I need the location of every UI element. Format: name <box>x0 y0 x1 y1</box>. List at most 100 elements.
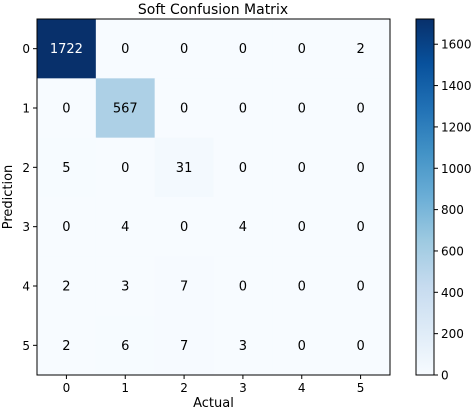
heatmap-cell <box>331 256 391 317</box>
colorbar-tick-label: 1200 <box>441 120 472 134</box>
cell-value-label: 0 <box>180 42 188 57</box>
cell-value-label: 0 <box>356 220 364 235</box>
cell-value-label: 0 <box>180 102 188 117</box>
colorbar-ticks: 0 200 400 600 800 1000 1200 1400 1600 <box>434 38 472 383</box>
heatmap-cell <box>272 197 332 257</box>
plot-frame <box>36 18 391 376</box>
heatmap-cell <box>154 197 214 257</box>
heatmap-cell <box>154 19 214 79</box>
cell-value-label: 0 <box>356 161 364 176</box>
heatmap-cell <box>154 78 214 139</box>
heatmap-cell <box>272 256 332 317</box>
x-tick-label: 3 <box>239 381 247 395</box>
x-tick-label: 2 <box>180 381 188 395</box>
heatmap-cell <box>37 315 97 376</box>
y-axis-ticks: 0 1 2 3 4 5 <box>22 42 37 353</box>
y-tick-label: 4 <box>22 280 30 294</box>
cell-value-label: 3 <box>239 339 247 354</box>
cell-value-label: 0 <box>298 102 306 117</box>
cell-value-label: 0 <box>180 220 188 235</box>
x-axis-label: Actual <box>193 396 234 411</box>
colorbar-tick-label: 800 <box>441 203 464 217</box>
heatmap-cell <box>95 315 156 376</box>
heatmap-cell <box>272 78 332 139</box>
heatmap-cell <box>331 315 391 376</box>
colorbar-tick-label: 400 <box>441 286 464 300</box>
heatmap-cell <box>213 19 273 79</box>
cell-value-label: 2 <box>356 42 364 57</box>
heatmap-cell <box>331 19 391 79</box>
cell-value-label: 4 <box>239 220 247 235</box>
x-tick-label: 1 <box>121 381 129 395</box>
cell-value-label: 1722 <box>50 42 83 57</box>
cell-value-label: 5 <box>62 161 70 176</box>
y-tick-label: 3 <box>22 220 30 234</box>
heatmap-cell <box>213 256 273 317</box>
colorbar-tick-label: 1600 <box>441 38 472 52</box>
heatmap-cell <box>213 137 273 198</box>
heatmap-cell <box>154 315 214 376</box>
cell-value-label: 0 <box>298 220 306 235</box>
cell-value-label: 0 <box>121 161 129 176</box>
cell-value-label: 0 <box>298 161 306 176</box>
cell-value-label: 0 <box>298 280 306 295</box>
cell-value-label: 2 <box>62 339 70 354</box>
heatmap-cell <box>95 197 156 257</box>
cell-value-label: 567 <box>113 102 138 117</box>
heatmap-cell <box>37 197 97 257</box>
cell-value-label: 0 <box>298 42 306 57</box>
cell-value-label: 0 <box>356 280 364 295</box>
heatmap-cell <box>95 19 156 79</box>
colorbar-tick-label: 0 <box>441 369 449 383</box>
y-tick-label: 2 <box>22 161 30 175</box>
heatmap-cell <box>331 78 391 139</box>
colorbar <box>415 18 435 376</box>
heatmap-cell <box>95 78 156 139</box>
cell-value-label: 31 <box>176 161 193 176</box>
cell-value-label: 0 <box>356 339 364 354</box>
cell-value-label: 0 <box>298 339 306 354</box>
heatmap-cell <box>272 315 332 376</box>
heatmap-cell <box>213 315 273 376</box>
heatmap-cell <box>213 78 273 139</box>
cell-value-label: 7 <box>180 339 188 354</box>
x-tick-label: 4 <box>298 381 306 395</box>
heatmap-cell <box>37 137 97 198</box>
y-tick-label: 5 <box>22 339 30 353</box>
cell-value-label: 0 <box>239 42 247 57</box>
y-tick-label: 1 <box>22 102 30 116</box>
cell-value-label: 0 <box>356 102 364 117</box>
x-tick-label: 5 <box>357 381 365 395</box>
x-axis-ticks: 0 1 2 3 4 5 <box>63 375 365 395</box>
heatmap-cell <box>37 78 97 139</box>
heatmap-cell <box>272 137 332 198</box>
heatmap-cell <box>95 137 156 198</box>
heatmap-cell <box>95 256 156 317</box>
heatmap-cell <box>37 256 97 317</box>
y-axis-label: Prediction <box>1 165 16 230</box>
y-tick-label: 0 <box>22 42 30 56</box>
heatmap-cell <box>213 197 273 257</box>
cell-value-label: 0 <box>239 161 247 176</box>
cell-value-label: 7 <box>180 280 188 295</box>
heatmap-cell <box>272 19 332 79</box>
colorbar-tick-label: 1000 <box>441 162 472 176</box>
cell-value-label: 0 <box>62 220 70 235</box>
heatmap-value-labels: 1722 0 0 0 0 2 0 567 0 0 0 0 5 0 31 0 0 0 0 4 0 4 0 0 2 3 7 0 0 0 2 6 7 3… <box>50 42 365 354</box>
heatmap-cell <box>154 256 214 317</box>
heatmap-cell <box>154 137 214 198</box>
cell-value-label: 2 <box>62 280 70 295</box>
colorbar-tick-label: 200 <box>441 327 464 341</box>
colorbar-tick-label: 1400 <box>441 79 472 93</box>
heatmap-cell <box>331 197 391 257</box>
heatmap-cell <box>331 137 391 198</box>
cell-value-label: 0 <box>121 42 129 57</box>
heatmap-cell <box>37 19 97 79</box>
x-tick-label: 0 <box>63 381 71 395</box>
cell-value-label: 3 <box>121 280 129 295</box>
cell-value-label: 0 <box>62 102 70 117</box>
heatmap-cells <box>37 19 391 376</box>
colorbar-tick-label: 600 <box>441 244 464 258</box>
